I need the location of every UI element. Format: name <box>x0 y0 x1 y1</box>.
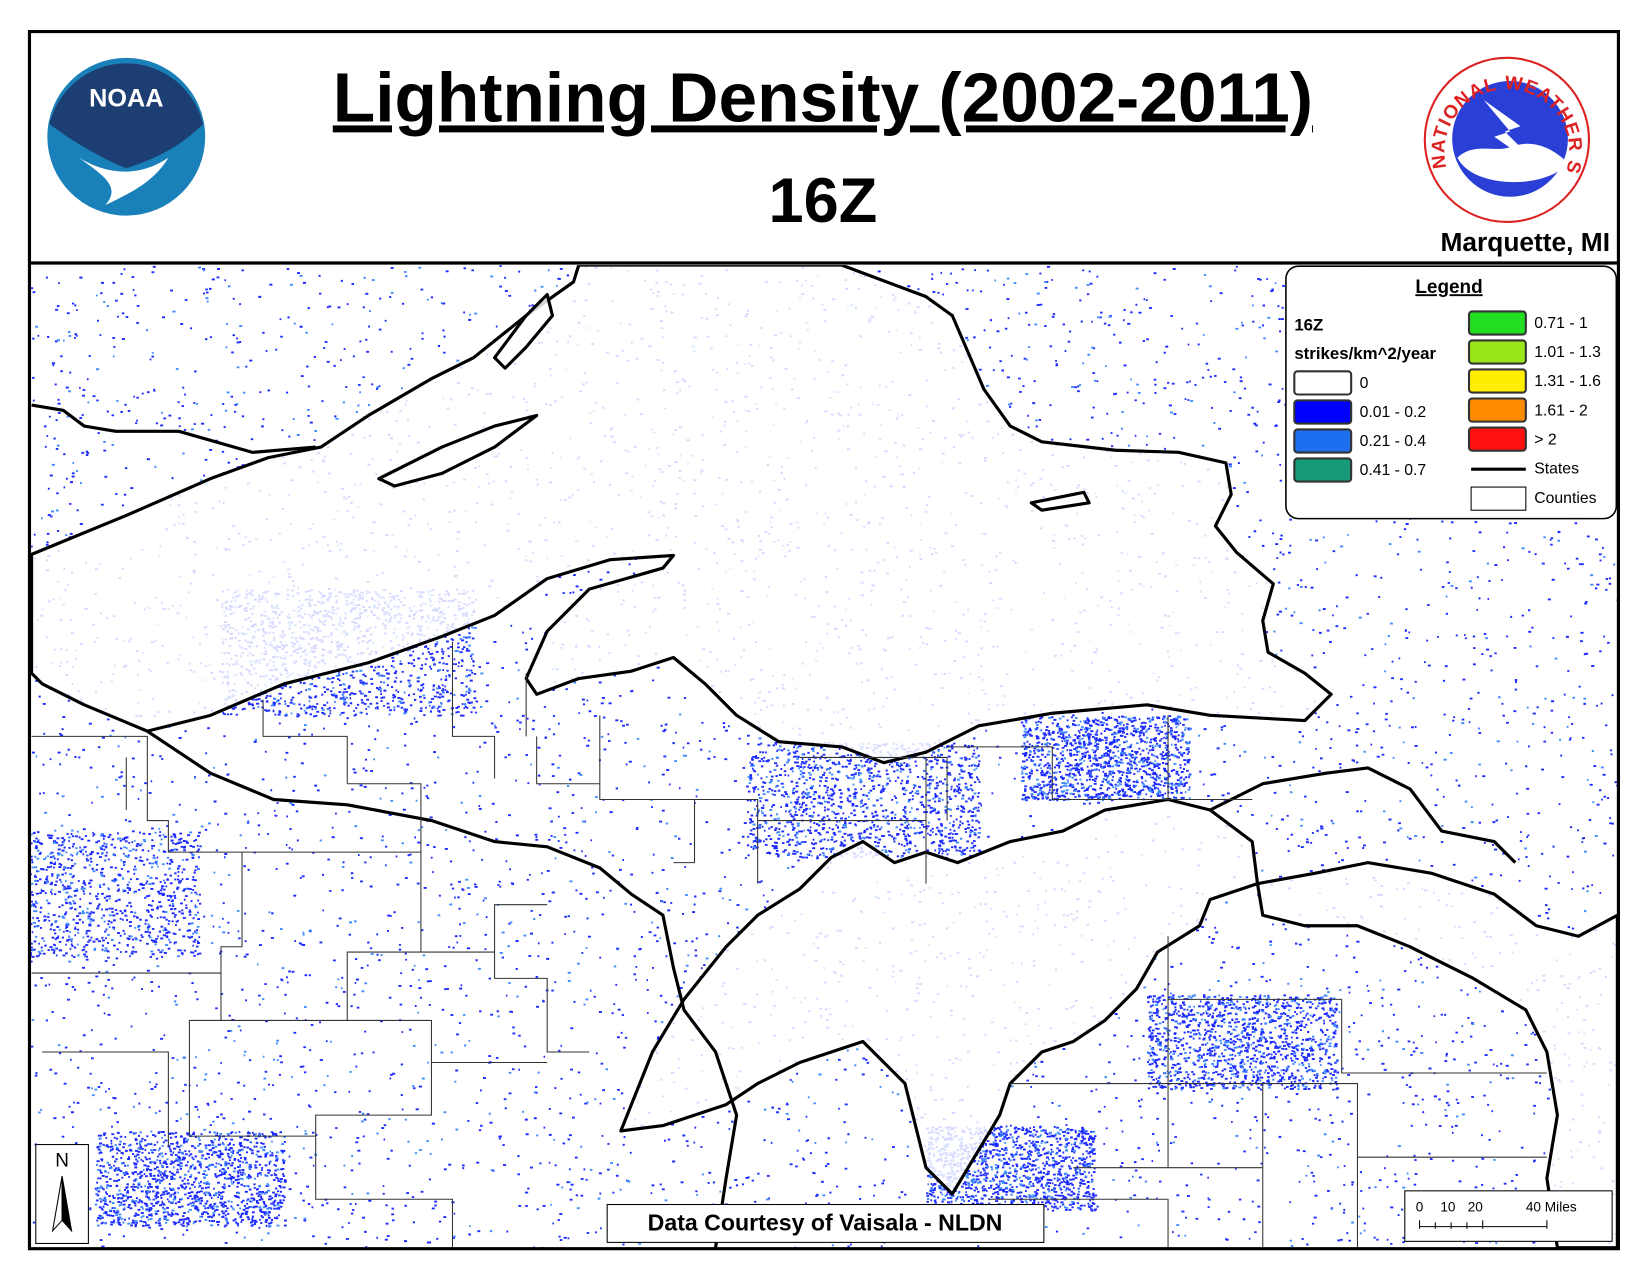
legend-swatch <box>1467 397 1527 423</box>
nws-cloud <box>1457 143 1568 183</box>
scale-label: 40 Miles <box>1526 1199 1577 1214</box>
state-line <box>1209 766 1517 864</box>
legend-label: 0.21 - 0.4 <box>1360 433 1427 450</box>
scale-label: 0 <box>1416 1199 1424 1214</box>
scale-bar: 0 10 20 40 Miles <box>1404 1190 1613 1242</box>
legend-label: 1.01 - 1.3 <box>1534 344 1601 361</box>
nws-bolt <box>1483 99 1547 174</box>
isle-royale <box>377 413 539 488</box>
legend-swatch <box>1293 428 1353 454</box>
office: Marquette, MI <box>1441 227 1611 257</box>
county-lines <box>31 641 1547 1248</box>
noaa-logo: NOAA <box>47 57 206 216</box>
noaa-upper <box>49 63 204 169</box>
legend-swatch <box>1467 310 1527 336</box>
legend-line-label: States <box>1534 460 1579 477</box>
legend-label: 0.71 - 1 <box>1534 315 1587 332</box>
lake-superior <box>30 265 1333 765</box>
legend-county-symbol <box>1470 486 1527 511</box>
credit: Data Courtesy of Vaisala - NLDN <box>648 1210 1003 1236</box>
legend-swatch <box>1293 457 1353 483</box>
credit-box <box>606 1203 1045 1243</box>
legend-label: 0.41 - 0.7 <box>1360 462 1427 479</box>
scale-ruler <box>1419 1220 1548 1229</box>
legend-units: strikes/km^2/year <box>1294 344 1436 363</box>
north-arrow-right <box>61 1176 73 1233</box>
legend-label: > 2 <box>1534 431 1556 448</box>
legend-swatch <box>1467 368 1527 394</box>
legend-label: 0 <box>1360 375 1369 392</box>
state-line <box>146 729 739 1248</box>
legend-swatch <box>1293 399 1353 425</box>
noaa-bird <box>78 157 169 206</box>
noaa-text: NOAA <box>89 85 163 113</box>
legend-swatch <box>1293 370 1353 396</box>
state-line <box>31 403 316 454</box>
subtitle: 16Z <box>769 166 878 236</box>
north-arrow: N <box>35 1144 89 1244</box>
lake-michigan <box>619 797 1260 1196</box>
legend-label: 1.61 - 2 <box>1534 402 1587 419</box>
legend-swatch <box>1467 339 1527 365</box>
legend-label: 1.31 - 1.6 <box>1534 373 1601 390</box>
legend-hour: 16Z <box>1294 316 1323 335</box>
lake-nipigon <box>493 292 555 370</box>
scale-label: 20 <box>1468 1199 1484 1214</box>
legend: Legend 16Z strikes/km^2/year 0 0.01 - 0.2… <box>1285 265 1618 520</box>
title: Lightning Density (2002-2011) <box>333 58 1313 136</box>
legend-swatch <box>1467 426 1527 452</box>
legend-title: Legend <box>1415 277 1482 298</box>
legend-label: 0.01 - 0.2 <box>1360 404 1427 421</box>
small-lake <box>1029 490 1091 512</box>
scale-box <box>1404 1190 1613 1242</box>
legend-line-label: Counties <box>1534 490 1596 507</box>
north-label: N <box>55 1150 69 1171</box>
map-area <box>30 265 1618 1248</box>
scale-label: 10 <box>1440 1199 1456 1214</box>
legend-box <box>1285 265 1618 520</box>
page-border <box>27 29 1621 1251</box>
